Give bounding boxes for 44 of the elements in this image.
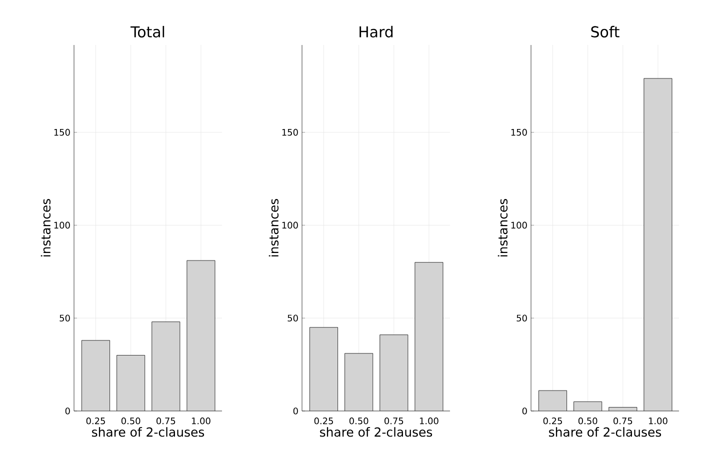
bar [414,262,444,411]
y-tick-label: 50 [288,314,298,322]
x-tick-label: 0.75 [614,418,632,424]
y-tick-label: 100 [54,222,70,229]
y-tick-label: 150 [511,128,527,136]
bar [380,334,408,411]
y-axis-title: instances [498,198,508,256]
x-tick-label: 0.75 [156,418,176,424]
y-tick-label: 0 [293,408,298,414]
bar [116,355,145,411]
y-tick-label: 50 [60,314,70,322]
x-axis-title: share of 2-clauses [549,427,662,437]
bar [152,322,180,411]
y-tick-label: 100 [511,222,527,229]
bar [310,327,338,411]
y-tick-label: 50 [516,314,527,322]
y-tick-label: 150 [282,128,298,136]
x-tick-label: 0.25 [86,418,105,424]
bar [538,390,567,411]
x-tick-label: 0.25 [314,418,333,424]
bar [82,340,110,411]
y-tick-label: 0 [522,408,527,414]
x-tick-label: 1.00 [192,418,210,424]
chart-title: Soft [591,26,620,38]
bar [186,260,216,411]
x-axis-title: share of 2-clauses [320,427,432,437]
x-tick-label: 0.75 [384,418,404,424]
x-tick-label: 0.25 [543,418,562,424]
chart-title: Total [130,26,164,38]
y-axis-title: instances [40,198,51,256]
y-tick-label: 100 [282,222,298,229]
bar [644,78,672,411]
y-tick-label: 150 [54,128,70,136]
x-tick-label: 1.00 [420,418,438,424]
x-tick-label: 0.50 [349,418,368,424]
bar [574,402,602,411]
x-tick-label: 0.50 [578,418,598,424]
x-axis-title: share of 2-clauses [92,427,204,437]
y-axis-title: instances [268,198,279,256]
y-tick-label: 0 [65,408,70,414]
x-tick-label: 0.50 [121,418,140,424]
chart-title: Hard [360,26,393,38]
bar [344,353,373,411]
x-tick-label: 1.00 [648,418,668,424]
